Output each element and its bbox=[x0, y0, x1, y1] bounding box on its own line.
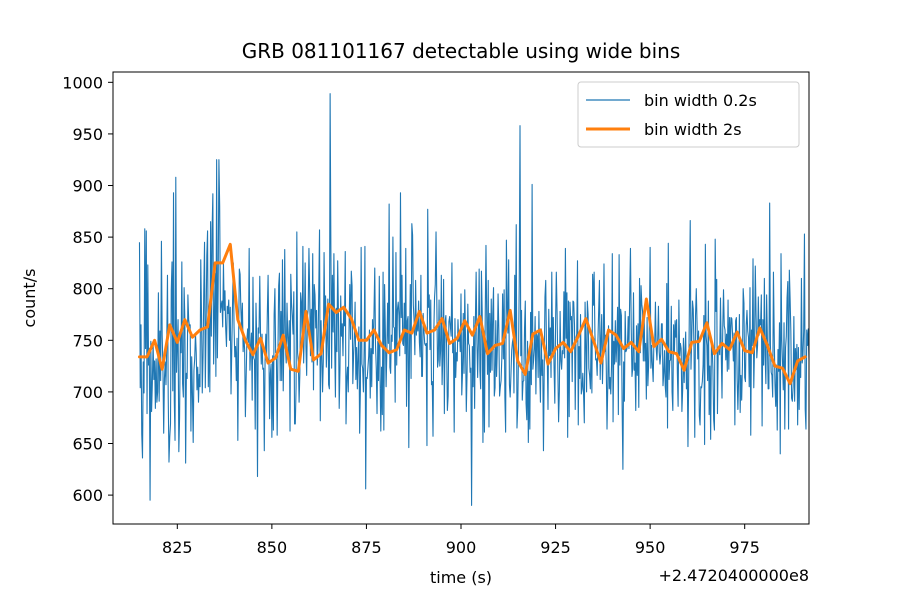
y-tick-label: 600 bbox=[72, 486, 103, 505]
x-axis: 825 850 875 900 925 950 975 bbox=[162, 524, 760, 557]
chart-title: GRB 081101167 detectable using wide bins bbox=[242, 39, 681, 63]
x-tick-label: 875 bbox=[351, 538, 382, 557]
plot-series bbox=[137, 93, 809, 506]
y-axis-label: count/s bbox=[20, 269, 39, 328]
legend-box bbox=[577, 81, 800, 148]
y-tick-label: 750 bbox=[72, 331, 103, 350]
y-axis: 600 650 700 750 800 850 900 950 1000 bbox=[62, 73, 113, 505]
x-tick-label: 900 bbox=[446, 538, 477, 557]
y-tick-label: 700 bbox=[72, 383, 103, 402]
x-tick-label: 850 bbox=[257, 538, 288, 557]
x-axis-label: time (s) bbox=[430, 568, 492, 587]
x-tick-label: 925 bbox=[540, 538, 571, 557]
x-tick-label: 975 bbox=[729, 538, 760, 557]
x-axis-offset-label: +2.4720400000e8 bbox=[659, 566, 810, 585]
y-tick-label: 950 bbox=[72, 125, 103, 144]
y-tick-label: 900 bbox=[72, 177, 103, 196]
series-line-bin-2s bbox=[137, 242, 807, 386]
y-tick-label: 1000 bbox=[62, 73, 103, 92]
x-tick-label: 950 bbox=[635, 538, 666, 557]
y-tick-label: 800 bbox=[72, 280, 103, 299]
legend-label-fine: bin width 0.2s bbox=[644, 91, 757, 110]
legend: bin width 0.2s bin width 2s bbox=[577, 81, 800, 148]
legend-label-wide: bin width 2s bbox=[644, 120, 742, 139]
x-tick-label: 825 bbox=[162, 538, 193, 557]
y-tick-label: 850 bbox=[72, 228, 103, 247]
series-line-bin-0.2s bbox=[138, 93, 809, 506]
y-tick-label: 650 bbox=[72, 435, 103, 454]
